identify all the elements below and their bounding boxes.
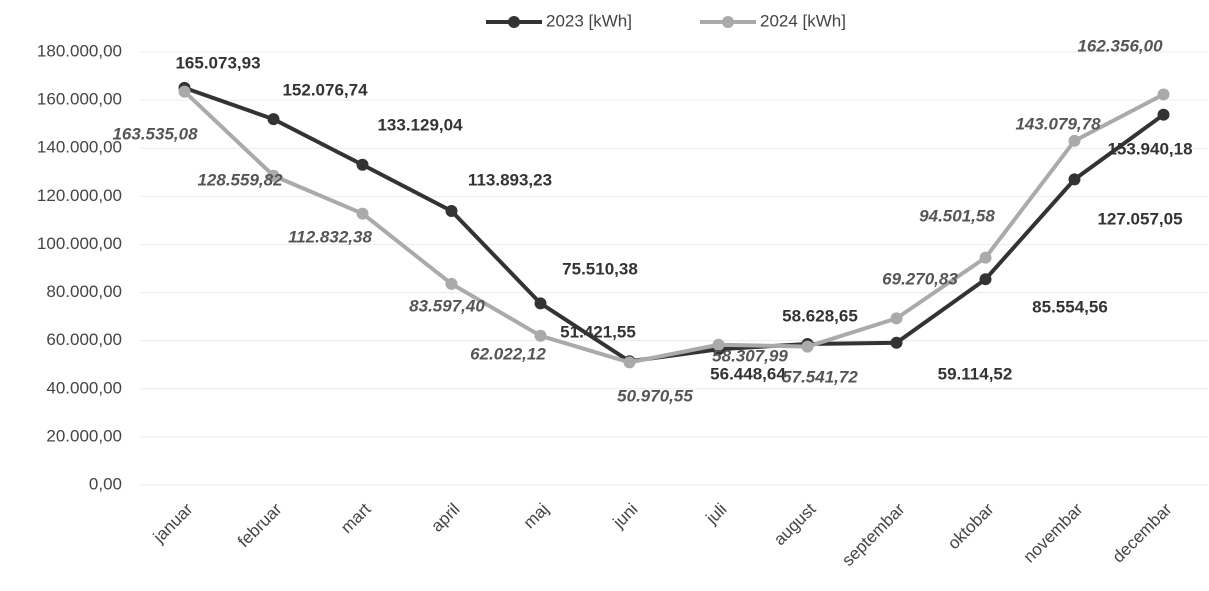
point — [801, 340, 814, 353]
x-tick-label: decembar — [1109, 499, 1176, 566]
x-tick-label: juli — [702, 500, 731, 529]
x-tick-label: novembar — [1020, 499, 1087, 566]
data-label: 59.114,52 — [938, 364, 1013, 383]
point — [445, 277, 458, 290]
point — [1068, 134, 1081, 147]
y-tick-label: 80.000,00 — [46, 282, 122, 301]
y-tick-label: 100.000,00 — [37, 234, 122, 253]
data-label: 85.554,56 — [1032, 297, 1108, 316]
y-tick-label: 60.000,00 — [46, 330, 122, 349]
y-tick-label: 0,00 — [89, 474, 122, 493]
x-tick-label: august — [770, 499, 820, 549]
y-tick-label: 120.000,00 — [37, 186, 122, 205]
point — [356, 158, 369, 171]
data-label: 69.270,83 — [882, 269, 958, 288]
point — [890, 336, 903, 349]
data-label: 163.535,08 — [112, 124, 198, 143]
point — [623, 356, 636, 369]
point — [1157, 108, 1170, 121]
data-label: 62.022,12 — [470, 344, 546, 363]
point — [890, 312, 903, 325]
x-tick-label: januar — [149, 499, 197, 547]
point — [979, 273, 992, 286]
point — [1157, 88, 1170, 101]
x-tick-label: oktobar — [944, 499, 998, 553]
data-label: 112.832,38 — [288, 227, 372, 246]
data-label: 165.073,93 — [175, 53, 260, 72]
point — [445, 205, 458, 218]
legend-marker — [722, 16, 734, 28]
data-label: 152.076,74 — [282, 80, 368, 99]
point — [267, 113, 280, 126]
data-label: 162.356,00 — [1077, 36, 1163, 55]
data-label: 58.307,99 — [712, 346, 788, 365]
legend-label: 2023 [kWh] — [546, 11, 632, 30]
y-tick-label: 180.000,00 — [37, 41, 122, 60]
data-label: 58.628,65 — [782, 306, 858, 325]
data-label: 127.057,05 — [1097, 209, 1182, 228]
data-label: 113.893,23 — [468, 170, 552, 189]
x-tick-label: mart — [337, 499, 375, 537]
data-label: 57.541,72 — [782, 367, 858, 386]
point — [534, 329, 547, 342]
x-tick-label: juni — [609, 500, 642, 533]
y-tick-label: 40.000,00 — [46, 378, 122, 397]
data-label: 94.501,58 — [919, 206, 995, 225]
x-tick-label: maj — [520, 500, 553, 533]
legend-marker — [508, 16, 520, 28]
x-tick-label: februar — [234, 499, 286, 551]
legend-label: 2024 [kWh] — [760, 11, 846, 30]
point — [178, 85, 191, 98]
data-label: 143.079,78 — [1015, 114, 1101, 133]
x-tick-label: septembar — [838, 499, 908, 569]
data-label: 153.940,18 — [1107, 139, 1192, 158]
point — [979, 251, 992, 264]
point — [534, 297, 547, 310]
y-tick-label: 20.000,00 — [46, 426, 122, 445]
point — [356, 207, 369, 220]
point — [1068, 173, 1081, 186]
data-label: 51.421,55 — [560, 322, 636, 341]
x-tick-label: april — [427, 500, 463, 536]
data-label: 50.970,55 — [617, 386, 693, 405]
data-label: 75.510,38 — [562, 259, 638, 278]
point — [712, 338, 725, 351]
series-line — [183, 90, 1165, 365]
data-label: 56.448,64 — [710, 364, 786, 383]
data-label: 83.597,40 — [409, 296, 485, 315]
data-label: 128.559,82 — [197, 170, 283, 189]
y-tick-label: 140.000,00 — [37, 138, 122, 157]
data-label: 133.129,04 — [377, 115, 463, 134]
y-tick-label: 160.000,00 — [37, 90, 122, 109]
point — [267, 169, 280, 182]
